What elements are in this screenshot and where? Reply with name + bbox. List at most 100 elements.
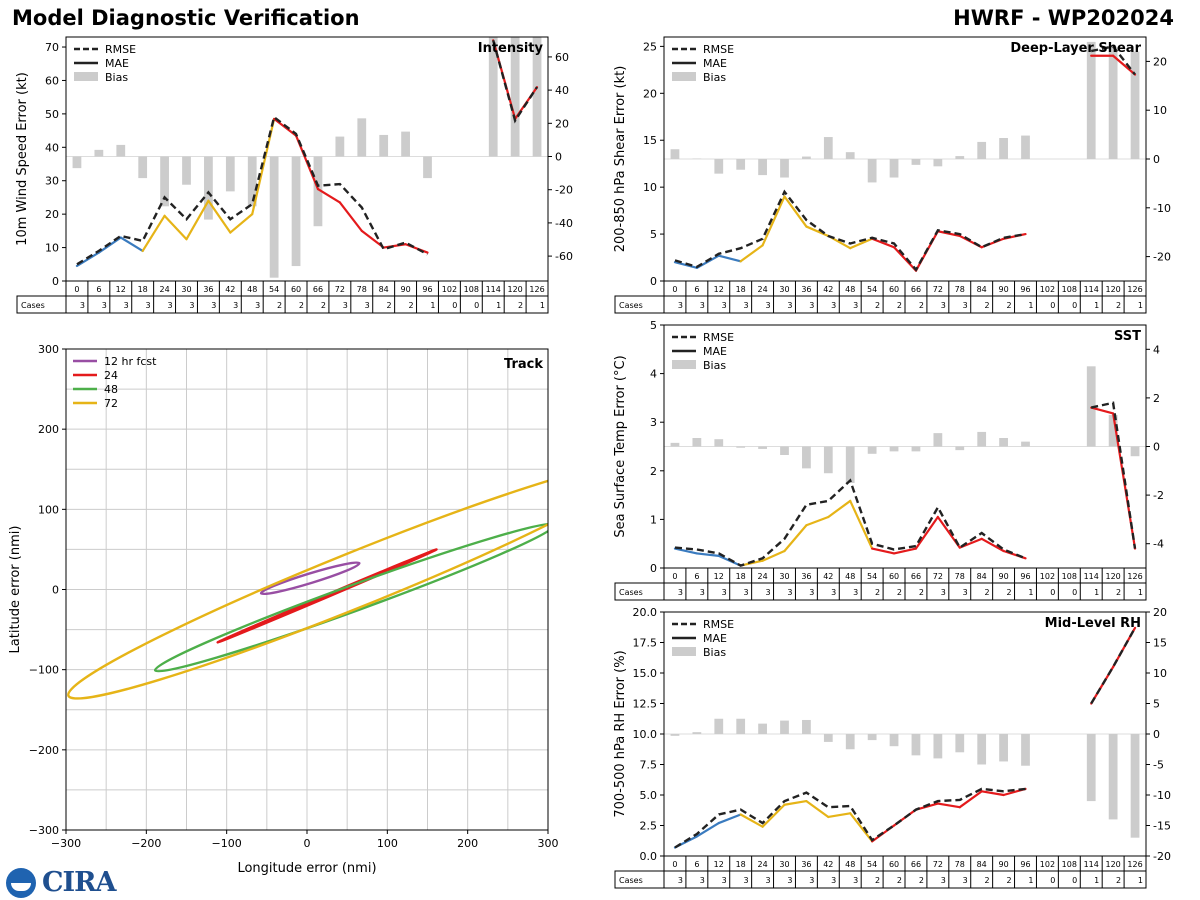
sst-bias-bar-48 <box>845 446 855 483</box>
rh-ytick-label: 15.0 <box>633 667 658 680</box>
shear-case-count-72: 3 <box>941 301 946 310</box>
rh-case-count-72: 3 <box>941 876 946 885</box>
rh-hour-label-0: 0 <box>672 860 677 869</box>
sst-hour-label-72: 72 <box>933 572 943 581</box>
shear-hour-label-42: 42 <box>823 285 833 294</box>
track-xtick-label: −100 <box>212 837 242 850</box>
track-xtick-label: 200 <box>457 837 478 850</box>
intensity-bias-bar-78 <box>357 118 367 157</box>
rh-case-count-0: 3 <box>678 876 683 885</box>
rh-bias-bar-114 <box>1086 734 1096 802</box>
shear-case-count-108: 0 <box>1072 301 1077 310</box>
sst-case-count-12: 3 <box>722 588 727 597</box>
intensity-ytick-label: 50 <box>45 108 59 121</box>
sst-bias-bar-18 <box>736 446 746 448</box>
intensity-cases-label-cell <box>16 295 67 314</box>
intensity-mae-segment-0 <box>75 251 100 268</box>
intensity-title: Intensity <box>478 41 544 56</box>
shear-case-count-36: 3 <box>809 301 814 310</box>
track-legend-label-0: 12 hr fcst <box>104 355 157 368</box>
track-panel: −300−300 −200 −200 −100 −100 0 0 100 100 200 200 30… <box>8 343 559 876</box>
rh-cases-label-cell <box>614 870 665 889</box>
intensity-ytick-label: 20 <box>45 208 59 221</box>
rh-case-count-96: 1 <box>1028 876 1033 885</box>
sst-bias-bar-0 <box>670 442 680 447</box>
rh-hour-label-18: 18 <box>736 860 746 869</box>
shear-mae-segment-0 <box>673 261 698 269</box>
intensity-mae-segment-54 <box>273 117 298 137</box>
sst-case-count-54: 2 <box>875 588 880 597</box>
intensity-case-count-96: 1 <box>430 301 435 310</box>
sst-ytick-label: 3 <box>650 416 657 429</box>
intensity-bias-bar-120 <box>510 37 520 157</box>
rh-mae-segment-48 <box>849 812 874 843</box>
rh-ytick-label: 0.0 <box>640 850 658 863</box>
page-title: Model Diagnostic Verification <box>12 6 360 30</box>
intensity-mae-segment-6 <box>97 236 122 254</box>
shear-ytick-label: 0 <box>650 275 657 288</box>
intensity-mae-segment-36 <box>207 199 232 234</box>
shear-y2tick-label: 10 <box>1153 104 1167 117</box>
sst-hour-label-96: 96 <box>1020 572 1030 581</box>
rh-case-count-90: 2 <box>1006 876 1011 885</box>
track-ellipse-12-hr-fcst <box>259 561 361 596</box>
rh-mae-segment-42 <box>827 812 852 819</box>
intensity-bias-bar-60 <box>291 156 301 267</box>
rh-bias-bar-84 <box>977 734 987 765</box>
sst-bias-bar-66 <box>911 446 921 452</box>
rh-y2tick-label: 20 <box>1153 606 1167 619</box>
intensity-mae-segment-12 <box>119 236 144 253</box>
sst-case-count-42: 3 <box>831 588 836 597</box>
shear-bias-bar-90 <box>999 138 1008 159</box>
shear-mae-segment-60 <box>892 246 918 272</box>
intensity-bias-bar-126 <box>532 37 542 157</box>
shear-ylabel: 200-850 hPa Shear Error (kt) <box>613 66 628 253</box>
intensity-case-count-36: 3 <box>211 301 216 310</box>
intensity-y2tick-label: 0 <box>555 151 562 164</box>
shear-bias-bar-96 <box>1021 135 1030 159</box>
intensity-hour-label-72: 72 <box>335 285 345 294</box>
rh-case-count-84: 2 <box>985 876 990 885</box>
rh-bias-bar-72 <box>933 734 943 759</box>
sst-bias-bar-42 <box>823 446 833 474</box>
rh-y2tick-label: 10 <box>1153 667 1167 680</box>
rh-legend-mae-label: MAE <box>703 632 727 645</box>
intensity-case-count-90: 2 <box>408 301 413 310</box>
sst-case-count-102: 0 <box>1050 588 1055 597</box>
shear-bias-bar-84 <box>977 141 987 159</box>
shear-cases-table: Cases03631231832433033634234835426026627… <box>614 280 1147 314</box>
track-ytick-label: 0 <box>52 584 59 597</box>
rh-hour-label-48: 48 <box>845 860 855 869</box>
sst-hour-label-42: 42 <box>823 572 833 581</box>
track-ytick-label: 300 <box>38 343 59 356</box>
shear-hour-label-60: 60 <box>889 285 899 294</box>
track-title: Track <box>504 357 543 372</box>
shear-ytick-label: 15 <box>643 134 657 147</box>
intensity-bias-bar-6 <box>94 149 104 157</box>
rh-y2tick-label: 15 <box>1153 637 1167 650</box>
rh-bias-bar-54 <box>867 734 877 741</box>
rh-ytick-label: 12.5 <box>633 698 658 711</box>
shear-mae-segment-24 <box>761 195 786 247</box>
track-ellipse-72 <box>67 460 548 700</box>
intensity-hour-label-114: 114 <box>486 285 501 294</box>
sst-mae-segment-66 <box>914 515 939 550</box>
sst-mae-segment-114 <box>1090 406 1115 415</box>
sst-hour-label-0: 0 <box>672 572 677 581</box>
intensity-hour-label-126: 126 <box>529 285 544 294</box>
rh-case-count-6: 3 <box>700 876 705 885</box>
intensity-case-count-108: 0 <box>474 301 479 310</box>
shear-bias-bar-30 <box>780 159 789 178</box>
rh-bias-bar-78 <box>955 734 965 753</box>
shear-case-count-90: 2 <box>1006 301 1011 310</box>
shear-bias-bar-12 <box>714 159 724 174</box>
intensity-bias-bar-54 <box>269 156 279 278</box>
rh-y2tick-label: -15 <box>1153 820 1171 833</box>
sst-bias-bar-126 <box>1130 446 1140 457</box>
shear-case-count-24: 3 <box>765 301 770 310</box>
rh-ylabel: 700-500 hPa RH Error (%) <box>613 650 628 817</box>
intensity-hour-label-66: 66 <box>313 285 323 294</box>
sst-mae-segment-6 <box>695 552 720 557</box>
